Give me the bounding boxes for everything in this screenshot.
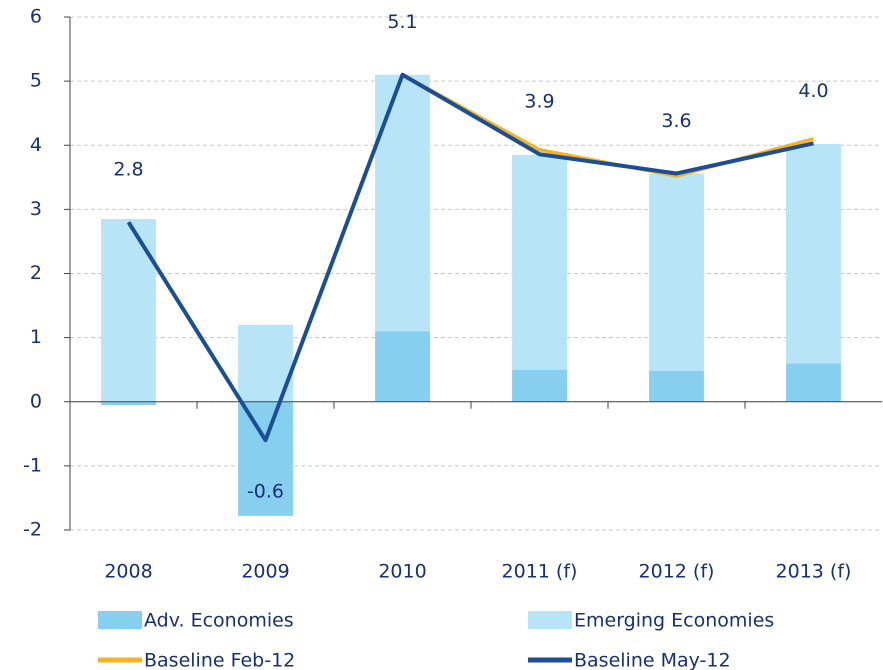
y-tick-label: 4	[30, 134, 42, 156]
x-tick-label: 2012 (f)	[639, 561, 715, 583]
legend-label: Emerging Economies	[574, 610, 774, 632]
x-tick-label: 2008	[104, 561, 152, 583]
legend-label: Baseline May-12	[574, 650, 731, 670]
bar	[375, 74, 430, 332]
bar	[101, 218, 156, 402]
data-label: -0.6	[247, 481, 284, 503]
y-tick-label: 3	[30, 198, 42, 220]
bar	[649, 370, 704, 402]
legend-label: Adv. Economies	[144, 610, 294, 632]
legend-swatch	[98, 611, 142, 629]
bar	[101, 401, 156, 405]
y-tick-label: 0	[30, 390, 42, 412]
legend-swatch	[528, 611, 572, 629]
data-label: 3.6	[661, 110, 691, 132]
y-tick-label: -2	[23, 519, 42, 541]
data-label: 5.1	[387, 11, 417, 33]
bar	[786, 143, 841, 364]
y-tick-label: 5	[30, 70, 42, 92]
bar	[512, 369, 567, 402]
legend-label: Baseline Feb-12	[144, 650, 295, 670]
x-tick-label: 2011 (f)	[502, 561, 578, 583]
x-tick-label: 2013 (f)	[776, 561, 852, 583]
bar	[786, 363, 841, 402]
x-tick-label: 2010	[378, 561, 426, 583]
line	[126, 72, 814, 443]
y-tick-label: 2	[30, 262, 42, 284]
data-label: 2.8	[113, 159, 143, 181]
y-tick-label: 6	[30, 6, 42, 28]
x-tick-label: 2009	[241, 561, 289, 583]
bar	[649, 173, 704, 371]
bar	[512, 154, 567, 370]
data-label: 4.0	[798, 80, 828, 102]
bar	[375, 331, 430, 402]
data-label: 3.9	[524, 91, 554, 113]
bar	[238, 401, 293, 516]
y-tick-label: 1	[30, 326, 42, 348]
y-tick-label: -1	[23, 454, 42, 476]
